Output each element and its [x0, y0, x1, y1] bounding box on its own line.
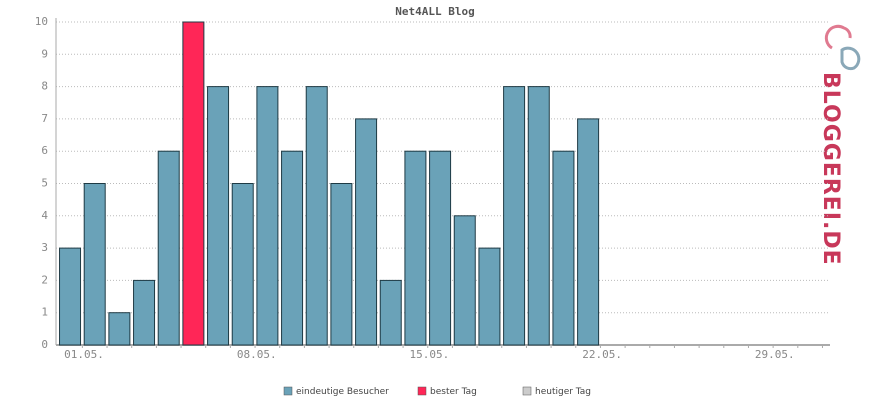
bar — [83, 183, 106, 346]
legend-swatch — [283, 386, 293, 396]
x-tick-label: 29.05. — [755, 348, 795, 361]
bar — [429, 150, 452, 346]
legend-label: eindeutige Besucher — [296, 387, 389, 397]
bar — [478, 247, 501, 346]
bar — [108, 312, 131, 346]
x-tick-label: 01.05. — [64, 348, 104, 361]
bar — [157, 150, 180, 346]
bar — [133, 279, 156, 346]
y-tick-label: 8 — [41, 80, 48, 93]
bar — [330, 183, 353, 346]
x-tick-label: 08.05. — [237, 348, 277, 361]
legend-swatch — [522, 386, 532, 396]
x-tick-label: 22.05. — [582, 348, 622, 361]
bar — [231, 183, 254, 346]
chart-title: Net4ALL Blog — [395, 5, 474, 18]
bar — [404, 150, 427, 346]
legend-label: heutiger Tag — [535, 387, 591, 397]
bar — [207, 86, 230, 346]
bar — [59, 247, 82, 346]
bar — [379, 279, 402, 346]
y-tick-label: 5 — [41, 177, 48, 190]
bar — [577, 118, 600, 346]
y-tick-label: 2 — [41, 273, 48, 286]
bar — [453, 215, 476, 346]
bar — [281, 150, 304, 346]
y-tick-label: 3 — [41, 241, 48, 254]
legend-swatch — [417, 386, 427, 396]
bar — [552, 150, 575, 346]
bar — [503, 86, 526, 346]
logo-icon — [824, 24, 861, 71]
y-tick-label: 9 — [41, 47, 48, 60]
legend-label: bester Tag — [430, 387, 477, 397]
bar — [355, 118, 378, 346]
y-tick-label: 7 — [41, 112, 48, 125]
y-tick-label: 4 — [41, 209, 48, 222]
y-tick-label: 1 — [41, 306, 48, 319]
bar — [527, 86, 550, 346]
y-tick-label: 6 — [41, 144, 48, 157]
logo-text: BLOGGEREI.DE — [818, 72, 843, 266]
bar — [256, 86, 279, 346]
bar — [305, 86, 328, 346]
y-tick-label: 10 — [35, 15, 48, 28]
y-tick-label: 0 — [41, 338, 48, 351]
x-tick-label: 15.05. — [410, 348, 450, 361]
bar — [182, 21, 205, 346]
